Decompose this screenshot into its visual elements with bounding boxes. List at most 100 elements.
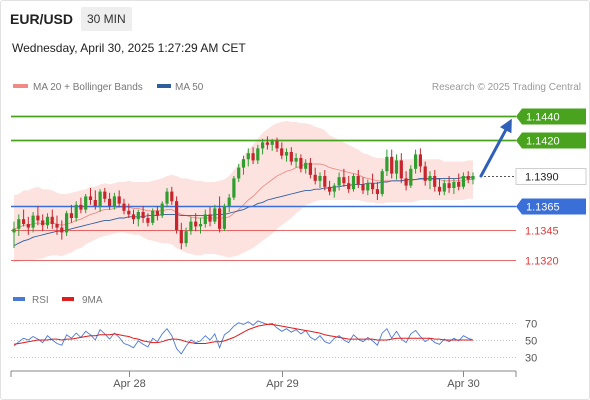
- candle-body: [351, 176, 356, 190]
- candle-body: [356, 176, 360, 185]
- candle-body: [433, 176, 437, 187]
- target-arrow-shaft: [479, 122, 511, 178]
- candle-body: [313, 174, 317, 181]
- ma50-line: [13, 176, 473, 247]
- candle-body: [112, 196, 116, 206]
- candle-body: [256, 148, 260, 161]
- candle-body: [275, 141, 279, 149]
- candle-body: [165, 191, 169, 204]
- candle-body: [437, 186, 442, 192]
- candle-body: [131, 214, 136, 220]
- bollinger-band-layer: [14, 120, 473, 263]
- candle-body: [447, 183, 451, 188]
- rsi-legend: RSI 9MA: [13, 295, 103, 306]
- candle-body: [371, 183, 375, 190]
- copyright-text: Research © 2025 Trading Central: [432, 82, 581, 93]
- candle-body: [26, 224, 30, 228]
- candle-body: [60, 227, 64, 233]
- candle-body: [418, 154, 422, 167]
- candle-body: [55, 224, 59, 228]
- candle-body: [98, 191, 102, 206]
- target-arrow: [479, 118, 512, 178]
- candle-body: [213, 208, 217, 222]
- candle-body: [332, 185, 336, 192]
- chart-timestamp: Wednesday, April 30, 2025 1:27:29 AM CET: [12, 41, 246, 55]
- candle-body: [428, 176, 432, 181]
- candle-body: [251, 153, 255, 161]
- candle-body: [45, 216, 50, 226]
- rsi-tick-label: 30: [525, 353, 537, 365]
- candle-body: [12, 228, 16, 233]
- candle-body: [189, 221, 193, 232]
- candle-body: [457, 182, 461, 187]
- candle-body: [284, 152, 289, 156]
- candle-body: [88, 196, 93, 200]
- candle-body: [232, 178, 236, 198]
- candle-body: [108, 198, 112, 206]
- candle-body: [175, 201, 179, 230]
- ma50-legend-label: MA 50: [175, 82, 204, 93]
- ma9-legend-label: 9MA: [82, 295, 103, 306]
- candle-body: [404, 178, 408, 186]
- candle-body: [218, 208, 222, 229]
- time-axis-label: Apr 28: [113, 378, 145, 390]
- bollinger-band-area: [14, 120, 473, 263]
- candlestick-series: [12, 136, 475, 250]
- candle-body: [390, 156, 394, 174]
- candle-body: [414, 154, 418, 169]
- candle-body: [337, 177, 341, 186]
- rsi-tick-label: 50: [525, 336, 537, 348]
- rsi-legend-swatch: [13, 297, 25, 301]
- candle-body: [155, 210, 159, 216]
- candle-body: [36, 215, 40, 221]
- candle-body: [136, 212, 140, 220]
- time-axis-label: Apr 29: [266, 378, 298, 390]
- candle-body: [299, 158, 303, 169]
- candle-body: [471, 176, 475, 180]
- candle-body: [84, 196, 88, 210]
- candle-body: [442, 183, 446, 192]
- candle-body: [409, 168, 413, 186]
- candle-body: [151, 210, 155, 223]
- candle-body: [146, 218, 150, 223]
- candle-body: [461, 176, 465, 187]
- candle-body: [93, 200, 97, 206]
- candle-body: [141, 212, 145, 218]
- rsi-ma9-line: [13, 323, 473, 345]
- candle-body: [318, 176, 322, 181]
- timeframe-badge[interactable]: 30 MIN: [81, 7, 132, 31]
- price-level-lines: [11, 115, 516, 261]
- pivot-level-label: 1.1365: [526, 202, 560, 214]
- candle-body: [361, 184, 365, 191]
- resistance-level-tag: [516, 108, 586, 125]
- candle-body: [246, 153, 250, 160]
- target-arrow-head: [499, 118, 512, 134]
- candle-body: [222, 206, 226, 229]
- candle-body: [41, 220, 45, 226]
- time-axis-label: Apr 30: [447, 378, 479, 390]
- candle-body: [452, 182, 456, 188]
- candle-body: [184, 231, 188, 244]
- candle-body: [342, 177, 346, 184]
- candle-body: [328, 186, 332, 192]
- candle-body: [179, 230, 183, 244]
- instrument-title: EUR/USD: [10, 11, 74, 27]
- candle-body: [261, 142, 265, 149]
- last-price-box: [515, 168, 587, 185]
- ma20-legend-swatch: [13, 84, 28, 88]
- last-price-label: 1.1390: [525, 172, 559, 184]
- pivot-level-tag: [516, 198, 586, 215]
- resistance-level-label: 1.1420: [526, 136, 560, 148]
- ma50-legend-swatch: [157, 84, 171, 88]
- candle-body: [347, 183, 351, 190]
- rsi-lines: [13, 320, 474, 355]
- ma20-legend-label: MA 20 + Bollinger Bands: [33, 82, 143, 93]
- candle-body: [270, 141, 274, 145]
- resistance-level-label: 1.1440: [526, 112, 560, 124]
- candle-body: [127, 210, 131, 215]
- candle-body: [198, 224, 203, 227]
- candle-body: [227, 197, 231, 206]
- candle-body: [50, 216, 54, 224]
- candle-body: [208, 214, 212, 222]
